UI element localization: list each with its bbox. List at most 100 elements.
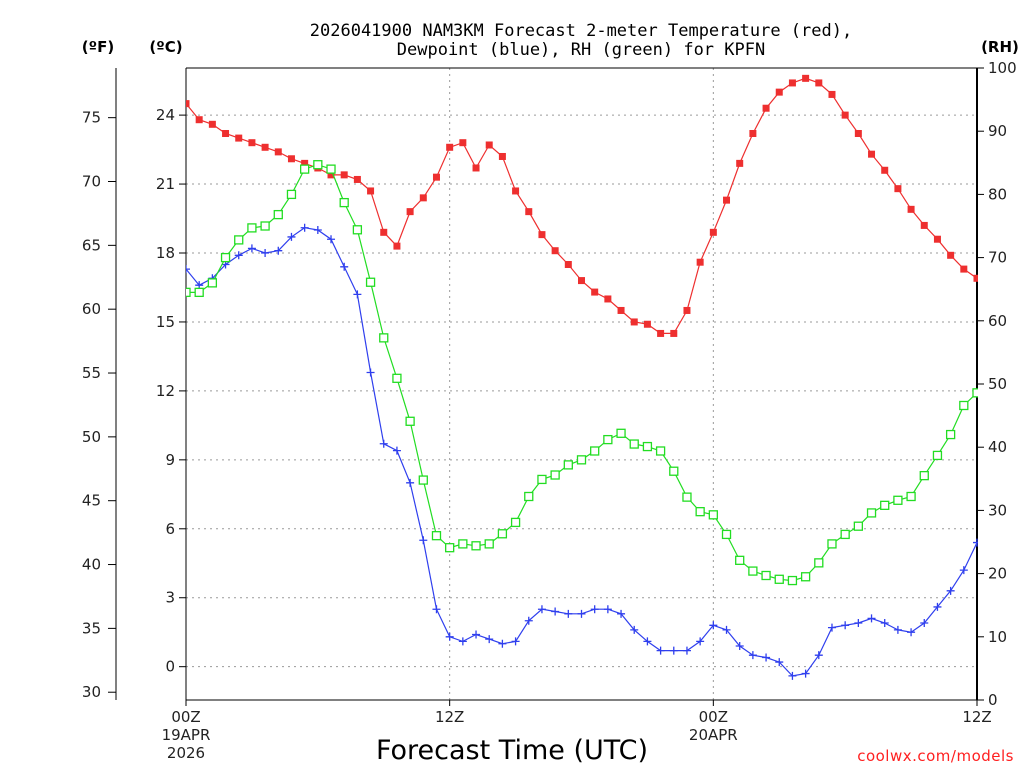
temperature-point <box>657 329 665 337</box>
temperature-point <box>432 173 440 181</box>
rh-point <box>431 531 442 541</box>
dewpoint-point <box>186 265 190 274</box>
dewpoint-point <box>511 637 520 646</box>
dewpoint-point <box>893 625 902 634</box>
temperature-point <box>802 74 810 82</box>
temperature-point <box>419 194 427 202</box>
temperature-point <box>788 79 796 87</box>
dewpoint-point <box>577 609 586 618</box>
rh-point <box>352 225 363 235</box>
temperature-point <box>327 171 335 179</box>
temperature-point <box>617 306 625 314</box>
rh-point <box>550 470 560 480</box>
temperature-point <box>960 265 968 273</box>
dewpoint-point <box>973 538 978 547</box>
f-tick-label: 50 <box>82 428 101 446</box>
x-tick-date: 20APR <box>689 726 738 744</box>
rh-point <box>616 428 626 438</box>
rh-point <box>207 278 218 288</box>
rh-tick-label: 90 <box>988 122 1007 140</box>
x-tick-label: 00Z <box>171 708 200 726</box>
rh-tick-label: 50 <box>988 375 1007 393</box>
f-tick-label: 60 <box>82 300 101 318</box>
temperature-point <box>907 205 915 213</box>
f-tick-label: 55 <box>82 364 101 382</box>
temperature-point <box>353 175 361 183</box>
dewpoint-point <box>709 621 718 630</box>
rh-point <box>418 475 428 485</box>
temperature-point <box>696 258 704 266</box>
temperature-point <box>301 159 309 167</box>
dewpoint-point <box>419 536 428 545</box>
rh-point <box>458 539 468 549</box>
c-tick-label: 12 <box>156 382 175 400</box>
temperature-point <box>630 318 638 326</box>
dewpoint-point <box>933 602 942 611</box>
rh-point <box>748 566 758 576</box>
rh-point <box>286 189 297 200</box>
dewpoint-point <box>498 639 507 648</box>
series-2 <box>186 160 978 586</box>
rh-point <box>721 529 732 540</box>
rh-point <box>220 252 231 263</box>
dewpoint-point <box>458 637 467 646</box>
rh-point <box>642 441 653 452</box>
rh-point <box>932 450 943 461</box>
rh-point <box>365 277 376 287</box>
rh-point <box>590 446 600 456</box>
dewpoint-point <box>274 246 283 255</box>
dewpoint-point <box>603 605 612 614</box>
temperature-point <box>854 129 862 137</box>
temperature-point <box>947 251 955 259</box>
dewpoint-point <box>472 630 481 639</box>
temperature-point <box>868 150 876 158</box>
rh-point <box>247 223 257 233</box>
rh-point <box>326 164 336 174</box>
rh-point <box>234 235 244 245</box>
series-group <box>186 74 978 680</box>
rh-point <box>339 197 349 208</box>
series-0 <box>186 74 978 337</box>
dewpoint-point <box>247 244 256 253</box>
temperature-point <box>815 79 823 87</box>
rh-point <box>840 529 850 540</box>
rh-point <box>695 507 705 517</box>
rh-point <box>774 574 784 584</box>
temperature-point <box>393 242 401 250</box>
temperature-point <box>498 152 506 160</box>
dewpoint-point <box>880 619 889 628</box>
dewpoint-point <box>300 223 309 232</box>
f-tick-label: 75 <box>82 109 101 127</box>
rh-tick-label: 40 <box>988 438 1007 456</box>
dewpoint-point <box>590 605 599 614</box>
rh-point <box>497 529 508 539</box>
dewpoint-point <box>287 232 296 241</box>
series-1 <box>186 223 978 680</box>
dewpoint-point <box>327 235 336 244</box>
dewpoint-point <box>801 669 810 678</box>
dewpoint-point <box>313 226 322 235</box>
rh-point <box>708 510 718 520</box>
temperature-point <box>775 88 783 96</box>
rh-point <box>260 221 270 231</box>
temperature-point <box>604 295 612 303</box>
rh-point <box>972 388 978 398</box>
dewpoint-point <box>814 651 823 660</box>
dewpoint-point <box>485 635 494 644</box>
rh-point <box>866 508 877 518</box>
rh-point <box>576 455 587 465</box>
rh-point <box>510 517 521 528</box>
rh-point <box>563 460 573 470</box>
rh-tick-label: 70 <box>988 249 1007 267</box>
dewpoint-point <box>392 446 401 455</box>
dewpoint-point <box>841 621 850 630</box>
f-tick-label: 70 <box>82 173 101 191</box>
dewpoint-point <box>920 619 929 628</box>
dewpoint-point <box>643 637 652 646</box>
f-tick-label: 35 <box>82 619 101 637</box>
rh-point <box>827 539 837 549</box>
rh-tick-label: 80 <box>988 185 1007 203</box>
temperature-point <box>881 166 889 174</box>
temperature-point <box>380 228 388 236</box>
rh-point <box>484 539 494 549</box>
